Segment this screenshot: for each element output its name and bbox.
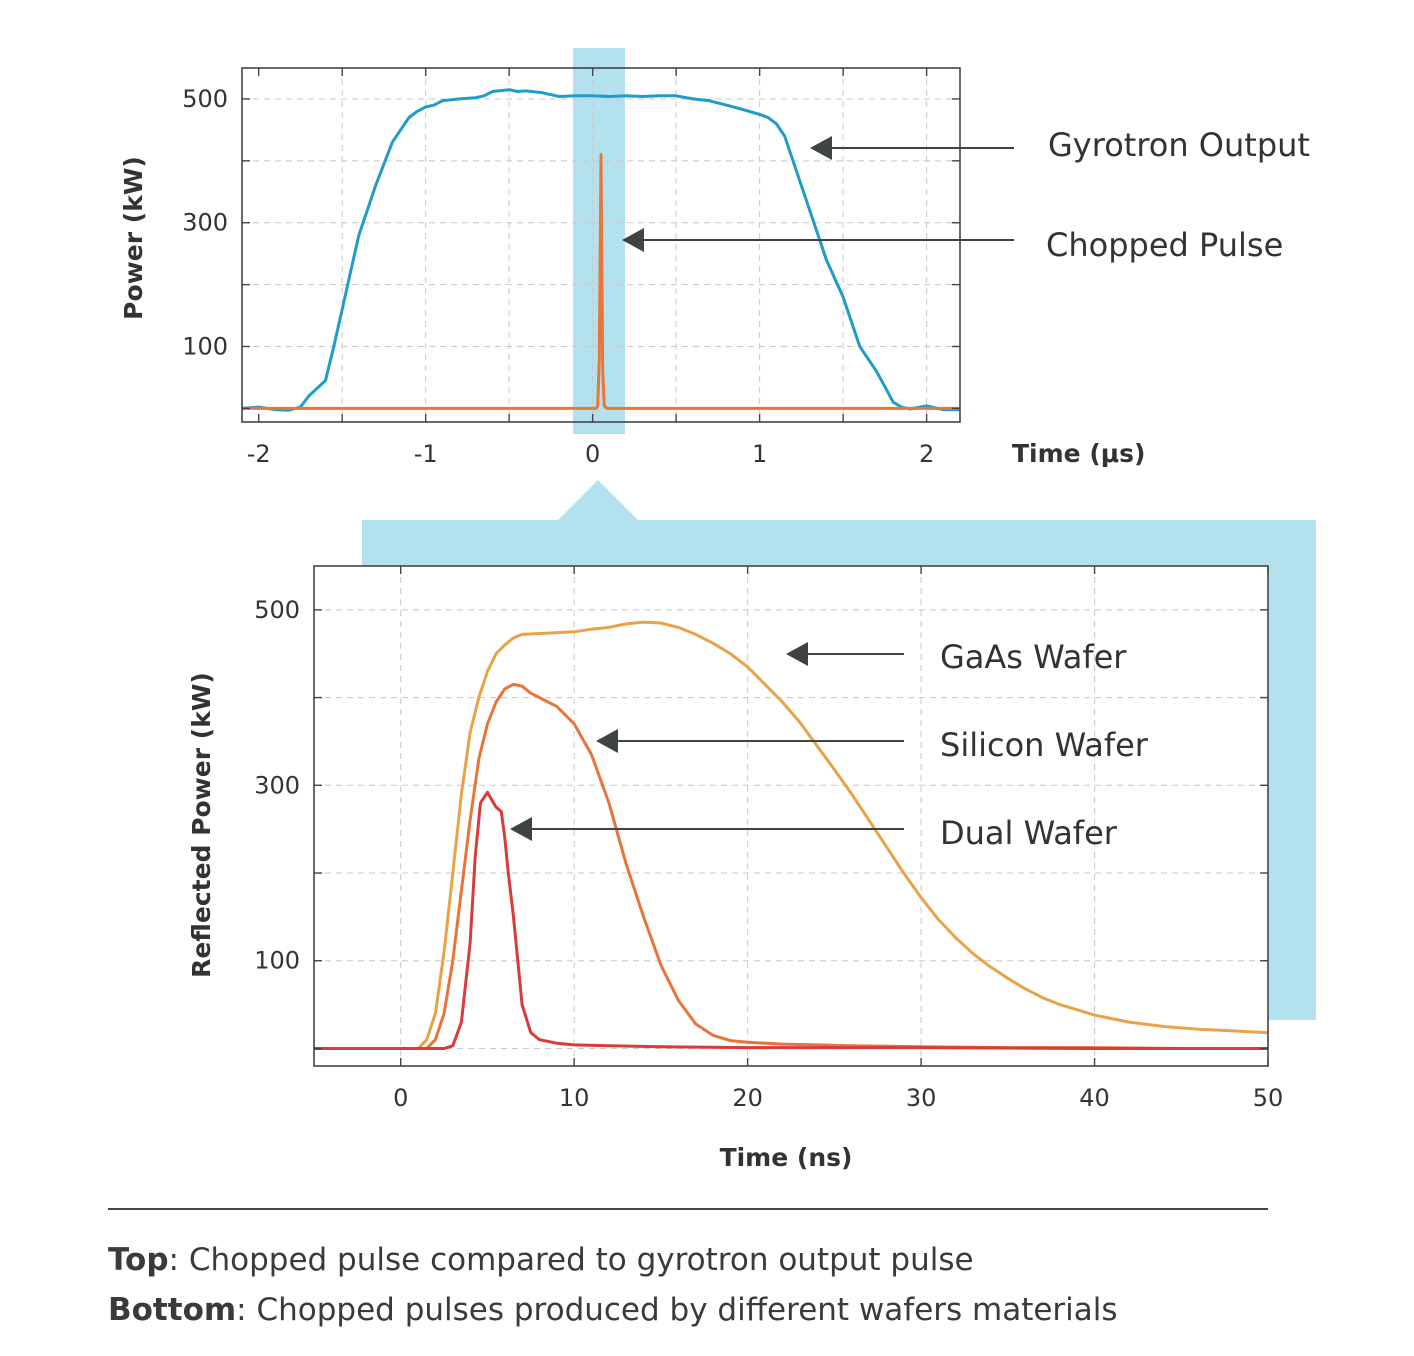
bottom-y-axis-title: Reflected Power (kW) [187,672,216,978]
caption-bottom-text: : Chopped pulses produced by different w… [236,1292,1118,1328]
top-xtick-label: 2 [919,440,934,468]
bottom-chart: 100 300 500 0 10 20 30 40 50 Reflected Power (kW… [187,565,1283,1172]
top-ytick-label: 500 [182,85,228,113]
top-ticks: 100 300 500 -2 -1 0 1 2 [182,68,960,468]
gyrotron-output-arrow-head [810,136,832,160]
top-grid [242,68,960,422]
bottom-ticks: 100 300 500 0 10 20 30 40 50 [254,566,1283,1112]
series-dual-wafer [314,790,1268,1050]
series-silicon-wafer [314,682,1268,1050]
caption-bottom: Bottom: Chopped pulses produced by diffe… [108,1290,1288,1330]
chopped-pulse-arrow-head [622,228,644,252]
caption-divider [108,1208,1268,1210]
bottom-plot-area [314,566,1268,1066]
top-chart: 100 300 500 -2 -1 0 1 2 Power (kW) Time (μs) [119,67,1145,468]
bottom-xtick-label: 50 [1253,1084,1284,1112]
dual-wafer-label: Dual Wafer [940,814,1118,852]
annotations: Gyrotron Output Chopped Pulse GaAs Wafer… [510,126,1310,852]
top-ytick-label: 300 [182,209,228,237]
top-y-axis-title: Power (kW) [119,156,148,320]
caption-top-bold: Top [108,1242,169,1278]
top-series [242,88,960,412]
gyrotron-output-label: Gyrotron Output [1048,126,1310,164]
top-x-axis-title: Time (μs) [1012,439,1145,468]
series-chopped-pulse [242,153,960,410]
bottom-xtick-label: 10 [559,1084,590,1112]
top-xtick-label: 1 [752,440,767,468]
highlight-connector [362,480,1316,1020]
caption-bottom-bold: Bottom [108,1292,237,1328]
series-gyrotron-output [242,88,960,412]
silicon-wafer-label: Silicon Wafer [940,726,1149,764]
bottom-ytick-label: 300 [254,771,300,799]
top-xtick-label: 0 [585,440,600,468]
bottom-xtick-label: 30 [906,1084,937,1112]
chopped-pulse-label: Chopped Pulse [1046,226,1283,264]
top-ytick-label: 100 [182,332,228,360]
bottom-xtick-label: 20 [732,1084,763,1112]
caption-top: Top: Chopped pulse compared to gyrotron … [108,1240,1288,1280]
bottom-x-axis-title: Time (ns) [720,1143,853,1172]
bottom-xtick-label: 0 [393,1084,408,1112]
top-xtick-label: -1 [414,440,438,468]
bottom-ytick-label: 500 [254,596,300,624]
bottom-ytick-label: 100 [254,947,300,975]
gaas-wafer-label: GaAs Wafer [940,638,1127,676]
dual-wafer-arrow-head [510,817,532,841]
bottom-series [314,620,1268,1050]
top-xtick-label: -2 [247,440,271,468]
silicon-wafer-arrow-head [596,729,618,753]
gaas-wafer-arrow-head [786,642,808,666]
bottom-plot-frame [313,565,1269,1067]
bottom-xtick-label: 40 [1079,1084,1110,1112]
caption-top-text: : Chopped pulse compared to gyrotron out… [168,1242,974,1278]
series-gaas-wafer [314,620,1268,1050]
top-plot-frame [241,67,961,423]
